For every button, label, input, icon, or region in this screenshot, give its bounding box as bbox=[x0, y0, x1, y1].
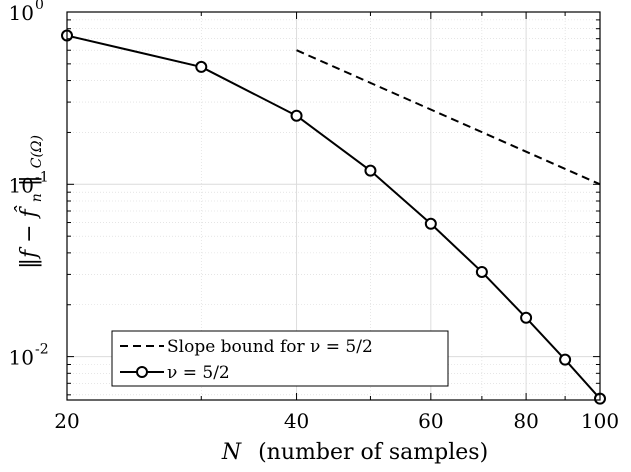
x-tick-label: 40 bbox=[284, 409, 309, 433]
y-axis-label-close: ‖ bbox=[17, 175, 42, 186]
x-tick-label: 80 bbox=[513, 409, 538, 433]
x-tick-label: 100 bbox=[581, 409, 619, 433]
data-point bbox=[559, 353, 572, 366]
series-layer bbox=[61, 29, 606, 405]
x-axis-label-rest: (number of samples) bbox=[258, 440, 488, 465]
y-axis-label-sub-n: n bbox=[29, 193, 45, 202]
x-axis-label: N (number of samples) bbox=[221, 440, 488, 465]
legend-label-nu: ν = 5/2 bbox=[167, 363, 230, 383]
data-point bbox=[520, 311, 533, 324]
x-axis-label-main: N bbox=[221, 440, 242, 465]
y-tick-label: 10 bbox=[9, 1, 34, 25]
x-tick-label: 60 bbox=[418, 409, 443, 433]
ticks bbox=[66, 11, 601, 400]
y-tick-label: 10 bbox=[9, 173, 34, 197]
y-tick-label-base: 10 bbox=[9, 346, 34, 370]
data-point bbox=[424, 217, 437, 230]
y-tick-label-base: 10 bbox=[9, 1, 34, 25]
y-tick-label-base: 10 bbox=[9, 173, 34, 197]
y-tick-label-exponent: 0 bbox=[35, 0, 44, 13]
data-point bbox=[290, 109, 303, 122]
data-point bbox=[195, 60, 208, 73]
y-tick-label-exponent: -2 bbox=[35, 342, 49, 358]
y-tick-label: 10 bbox=[9, 346, 34, 370]
legend-marker-circle bbox=[136, 366, 148, 378]
y-axis-label-sub-norm: C(Ω) bbox=[29, 135, 45, 168]
data-point bbox=[475, 265, 488, 278]
y-axis-label-main: ‖f − f̂ bbox=[15, 205, 42, 269]
slope-bound-line bbox=[296, 49, 601, 186]
legend: Slope bound for ν = 5/2 ν = 5/2 bbox=[111, 330, 449, 387]
legend-label-slope-bound: Slope bound for ν = 5/2 bbox=[167, 337, 373, 357]
data-point bbox=[364, 164, 377, 177]
y-axis-label: ‖f − f̂ n ‖ C(Ω) bbox=[15, 135, 47, 269]
legend-box bbox=[111, 330, 449, 387]
y-tick-label-exponent: -1 bbox=[35, 169, 49, 185]
plot-frame bbox=[66, 11, 601, 401]
x-tick-label: 20 bbox=[54, 409, 79, 433]
